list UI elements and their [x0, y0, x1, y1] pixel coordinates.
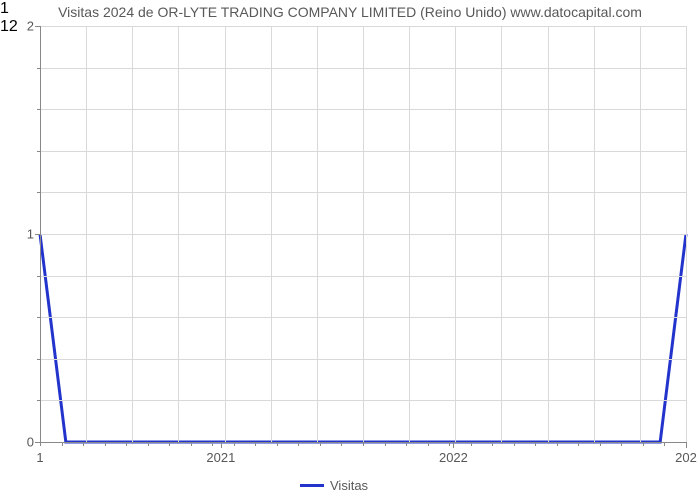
grid-line-horizontal	[40, 68, 686, 69]
grid-line-horizontal	[40, 234, 686, 235]
x-axis	[40, 442, 686, 443]
line-chart: Visitas 2024 de OR-LYTE TRADING COMPANY …	[0, 0, 700, 500]
y-axis	[40, 26, 41, 442]
grid-line-horizontal	[40, 192, 686, 193]
y-tick-label: 1	[16, 227, 34, 242]
legend-swatch	[300, 484, 324, 487]
x-tick-label: 2021	[206, 450, 235, 465]
x-left-label: 1	[36, 450, 43, 465]
grid-line-horizontal	[40, 359, 686, 360]
plot-area	[40, 26, 686, 442]
x-minor-tick-mark	[686, 442, 687, 446]
grid-line-horizontal	[40, 317, 686, 318]
grid-line-vertical	[686, 26, 687, 442]
grid-line-horizontal	[40, 151, 686, 152]
grid-line-horizontal	[40, 400, 686, 401]
grid-line-horizontal	[40, 26, 686, 27]
grid-line-horizontal	[40, 276, 686, 277]
x-tick-label: 202	[675, 450, 697, 465]
x-tick-label: 2022	[439, 450, 468, 465]
grid-line-horizontal	[40, 109, 686, 110]
y-tick-label: 2	[16, 19, 34, 34]
legend-label: Visitas	[330, 478, 368, 493]
chart-title: Visitas 2024 de OR-LYTE TRADING COMPANY …	[0, 4, 700, 20]
y-tick-label: 0	[16, 435, 34, 450]
legend: Visitas	[300, 478, 368, 493]
